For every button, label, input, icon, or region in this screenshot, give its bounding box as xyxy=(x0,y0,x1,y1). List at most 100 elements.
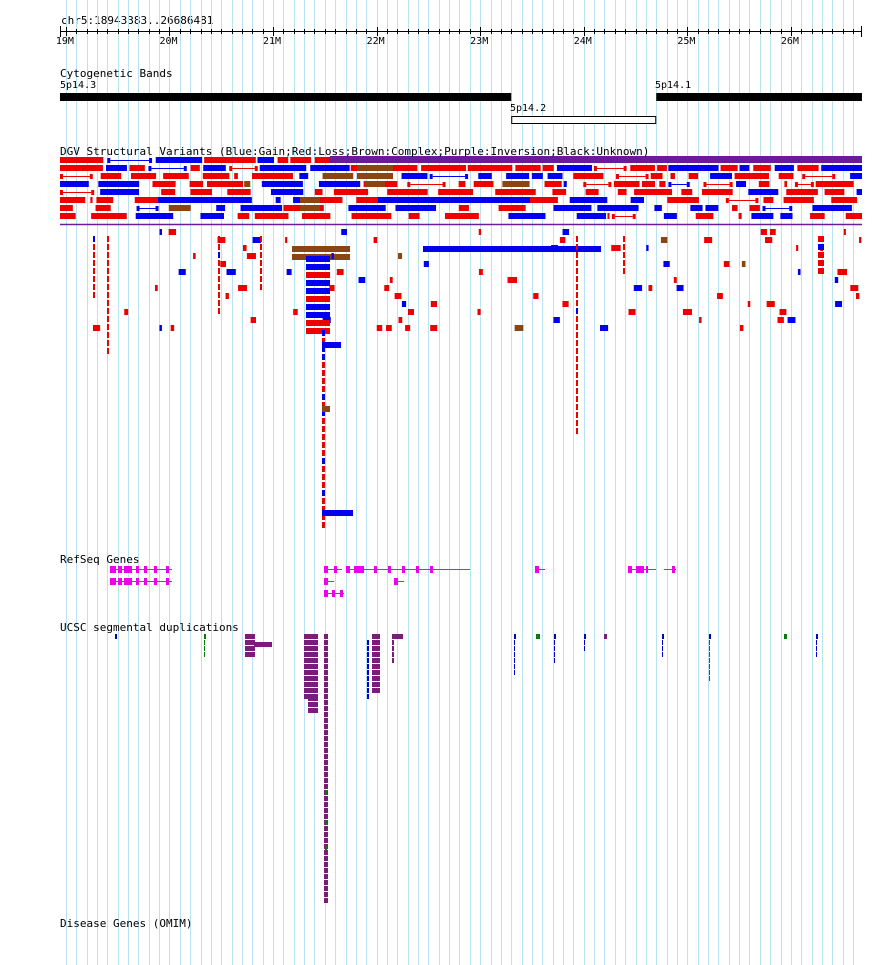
dgv-variant[interactable] xyxy=(576,213,607,219)
dgv-variant[interactable] xyxy=(270,189,304,195)
segdup-feature[interactable] xyxy=(324,676,328,681)
dgv-variant[interactable] xyxy=(91,190,95,195)
dgv-variant[interactable] xyxy=(322,522,325,528)
dgv-variant[interactable] xyxy=(322,498,325,504)
dgv-variant[interactable] xyxy=(786,189,818,195)
dgv-variant[interactable] xyxy=(376,325,383,331)
dgv-variant[interactable] xyxy=(630,197,645,203)
dgv-variant[interactable] xyxy=(739,325,744,331)
segdup-feature[interactable] xyxy=(514,652,515,657)
dgv-variant[interactable] xyxy=(573,173,604,179)
dgv-variant[interactable] xyxy=(818,268,824,274)
dgv-variant[interactable] xyxy=(458,181,466,187)
dgv-variant[interactable] xyxy=(760,229,767,235)
dgv-variant[interactable] xyxy=(60,205,73,211)
dgv-variant[interactable] xyxy=(322,346,325,352)
dgv-variant[interactable] xyxy=(322,386,325,392)
dgv-variant[interactable] xyxy=(154,285,158,291)
dgv-variant[interactable] xyxy=(322,490,325,496)
dgv-variant[interactable] xyxy=(778,173,794,179)
dgv-variant[interactable] xyxy=(837,269,848,275)
segdup-feature[interactable] xyxy=(372,658,380,663)
dgv-variant[interactable] xyxy=(734,173,769,179)
dgv-variant[interactable] xyxy=(386,325,392,331)
dgv-variant[interactable] xyxy=(322,466,325,472)
dgv-variant[interactable] xyxy=(681,189,693,195)
segdup-feature[interactable] xyxy=(324,766,328,771)
dgv-variant[interactable] xyxy=(316,197,343,203)
dgv-variant[interactable] xyxy=(762,206,766,211)
dgv-variant[interactable] xyxy=(152,181,176,187)
dgv-variant[interactable] xyxy=(562,301,569,307)
segdup-feature[interactable] xyxy=(324,784,328,789)
dgv-variant[interactable] xyxy=(357,165,393,171)
dgv-variant[interactable] xyxy=(322,370,325,376)
cytoband-5p14.3[interactable] xyxy=(59,93,512,101)
dgv-variant[interactable] xyxy=(704,237,713,243)
dgv-variant[interactable] xyxy=(286,269,292,275)
dgv-variant[interactable] xyxy=(812,205,852,211)
segdup-feature[interactable] xyxy=(245,640,255,645)
dgv-variant[interactable] xyxy=(789,206,793,211)
refseq-gene-exon[interactable] xyxy=(354,566,364,573)
segdup-feature[interactable] xyxy=(372,676,380,681)
segdup-feature[interactable] xyxy=(304,652,318,657)
refseq-gene-exon[interactable] xyxy=(124,566,132,573)
dgv-variant[interactable] xyxy=(763,197,774,203)
segdup-feature[interactable] xyxy=(304,670,318,675)
dgv-variant[interactable] xyxy=(576,396,578,402)
dgv-variant[interactable] xyxy=(608,182,612,187)
segdup-feature[interactable] xyxy=(367,640,369,645)
segdup-feature[interactable] xyxy=(324,850,328,855)
dgv-variant[interactable] xyxy=(218,292,220,298)
segdup-feature[interactable] xyxy=(308,708,318,713)
dgv-variant[interactable] xyxy=(243,245,247,251)
dgv-variant[interactable] xyxy=(333,189,369,195)
segdup-feature[interactable] xyxy=(308,696,318,701)
segdup-feature[interactable] xyxy=(816,640,817,645)
segdup-feature[interactable] xyxy=(372,682,380,687)
dgv-variant[interactable] xyxy=(134,197,159,203)
segdup-feature[interactable] xyxy=(709,652,710,657)
dgv-inversion[interactable] xyxy=(330,156,862,163)
dgv-variant[interactable] xyxy=(260,268,262,274)
segdup-feature[interactable] xyxy=(372,646,380,651)
dgv-variant[interactable] xyxy=(306,328,330,334)
dgv-variant[interactable] xyxy=(218,308,220,314)
dgv-variant[interactable] xyxy=(659,181,666,187)
segdup-feature[interactable] xyxy=(709,670,710,675)
dgv-variant[interactable] xyxy=(292,246,350,252)
dgv-variant[interactable] xyxy=(576,428,578,434)
dgv-variant[interactable] xyxy=(322,173,354,179)
dgv-variant[interactable] xyxy=(670,173,675,179)
dgv-variant[interactable] xyxy=(290,157,312,163)
dgv-variant[interactable] xyxy=(576,244,578,250)
dgv-variant[interactable] xyxy=(250,317,256,323)
dgv-variant[interactable] xyxy=(322,506,325,512)
refseq-gene-exon[interactable] xyxy=(628,566,632,573)
dgv-variant[interactable] xyxy=(576,284,578,290)
dgv-variant[interactable] xyxy=(686,182,690,187)
segdup-feature[interactable] xyxy=(325,845,327,850)
segdup-feature[interactable] xyxy=(324,880,328,885)
dgv-variant[interactable] xyxy=(705,205,719,211)
dgv-variant[interactable] xyxy=(203,165,226,171)
dgv-variant[interactable] xyxy=(797,165,819,171)
segdup-feature[interactable] xyxy=(367,646,369,651)
dgv-variant[interactable] xyxy=(576,364,578,370)
dgv-variant[interactable] xyxy=(299,173,309,179)
track-title-segdups[interactable]: UCSC segmental duplications xyxy=(60,621,239,634)
refseq-gene-exon[interactable] xyxy=(346,566,350,573)
segdup-feature[interactable] xyxy=(584,634,586,639)
dgv-variant[interactable] xyxy=(322,482,325,488)
dgv-variant[interactable] xyxy=(227,189,251,195)
dgv-variant[interactable] xyxy=(774,165,794,171)
dgv-variant[interactable] xyxy=(322,474,325,480)
dgv-variant[interactable] xyxy=(254,213,289,219)
dgv-variant[interactable] xyxy=(465,174,469,179)
dgv-variant[interactable] xyxy=(322,354,325,360)
dgv-variant[interactable] xyxy=(630,165,655,171)
dgv-variant[interactable] xyxy=(821,165,862,171)
refseq-gene-exon[interactable] xyxy=(388,566,391,573)
